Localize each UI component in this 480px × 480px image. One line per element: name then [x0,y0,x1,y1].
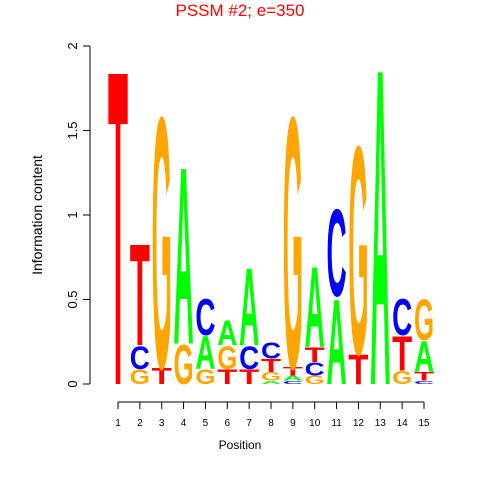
x-tick-label: 2 [137,418,143,429]
x-tick-label: 4 [181,418,187,429]
logo-letter: T [130,215,150,377]
logo-letter: T [217,365,237,388]
logo-letter: G [174,334,194,396]
logo-letter: A [217,313,237,352]
logo-letter: G [152,41,172,443]
logo-letter: G [305,374,325,387]
logo-letter: A [305,242,325,371]
logo-letter: G [217,339,237,376]
logo-letter: T [108,0,128,480]
logo-letter: C [392,288,412,346]
logo-letter: T [348,347,368,394]
x-tick-label: 1 [115,418,121,429]
logo-letter: G [348,85,368,418]
chart-title: PSSM #2; e=350 [175,1,304,20]
x-tick-label: 6 [225,418,231,429]
x-tick-label: 7 [246,418,252,429]
x-tick-label: 14 [397,418,409,429]
logo-letter: C [327,184,347,323]
x-tick-label: 3 [159,418,165,429]
x-tick-label: 13 [375,418,387,429]
y-tick-label: 2 [65,42,80,49]
logo-letter: T [414,370,434,383]
logo-letter: C [261,338,281,364]
logo-letter: T [305,343,325,366]
y-tick-label: 0.5 [65,290,80,308]
logo-letter: T [392,326,412,381]
logo-letter: C [239,339,259,376]
y-tick-label: 1 [65,211,80,218]
logo-letter: A [195,326,215,379]
y-tick-label: 0 [65,380,80,387]
logo-letter: G [392,367,412,388]
logo-letter: G [195,365,215,388]
logo-letter: C [130,339,150,376]
logo-letter: A [239,247,259,370]
logo-letter: A [414,332,434,382]
x-tick-label: 10 [309,418,321,429]
x-tick-label: 12 [353,418,365,429]
y-axis-label: Information content [29,155,45,275]
logo-letter: T [239,365,259,388]
logo-letter: T [283,365,303,378]
x-tick-label: 15 [418,418,430,429]
logo-letter: A [261,380,281,385]
logo-letter: A [283,374,303,382]
logo-letter: A [327,274,347,411]
y-tick-label: 1.5 [65,121,80,139]
x-axis-label: Position [219,438,262,452]
x-tick-label: 9 [290,418,296,429]
x-tick-label: 5 [203,418,209,429]
logo-letter: C [305,359,325,380]
logo-letter: C [414,380,434,385]
logo-letter: A [174,115,194,398]
logo-letter: G [283,41,303,443]
x-tick-label: 8 [268,418,274,429]
logo-letter: C [195,288,215,346]
logo-letter: T [152,363,172,389]
logo-letter: T [261,355,281,376]
logo-letter: G [414,288,434,353]
logo-letter: G [261,370,281,383]
logo-letter: A [370,0,390,480]
logo-letter: C [283,380,303,385]
x-tick-label: 11 [331,418,342,429]
logo-letter: G [130,365,150,388]
